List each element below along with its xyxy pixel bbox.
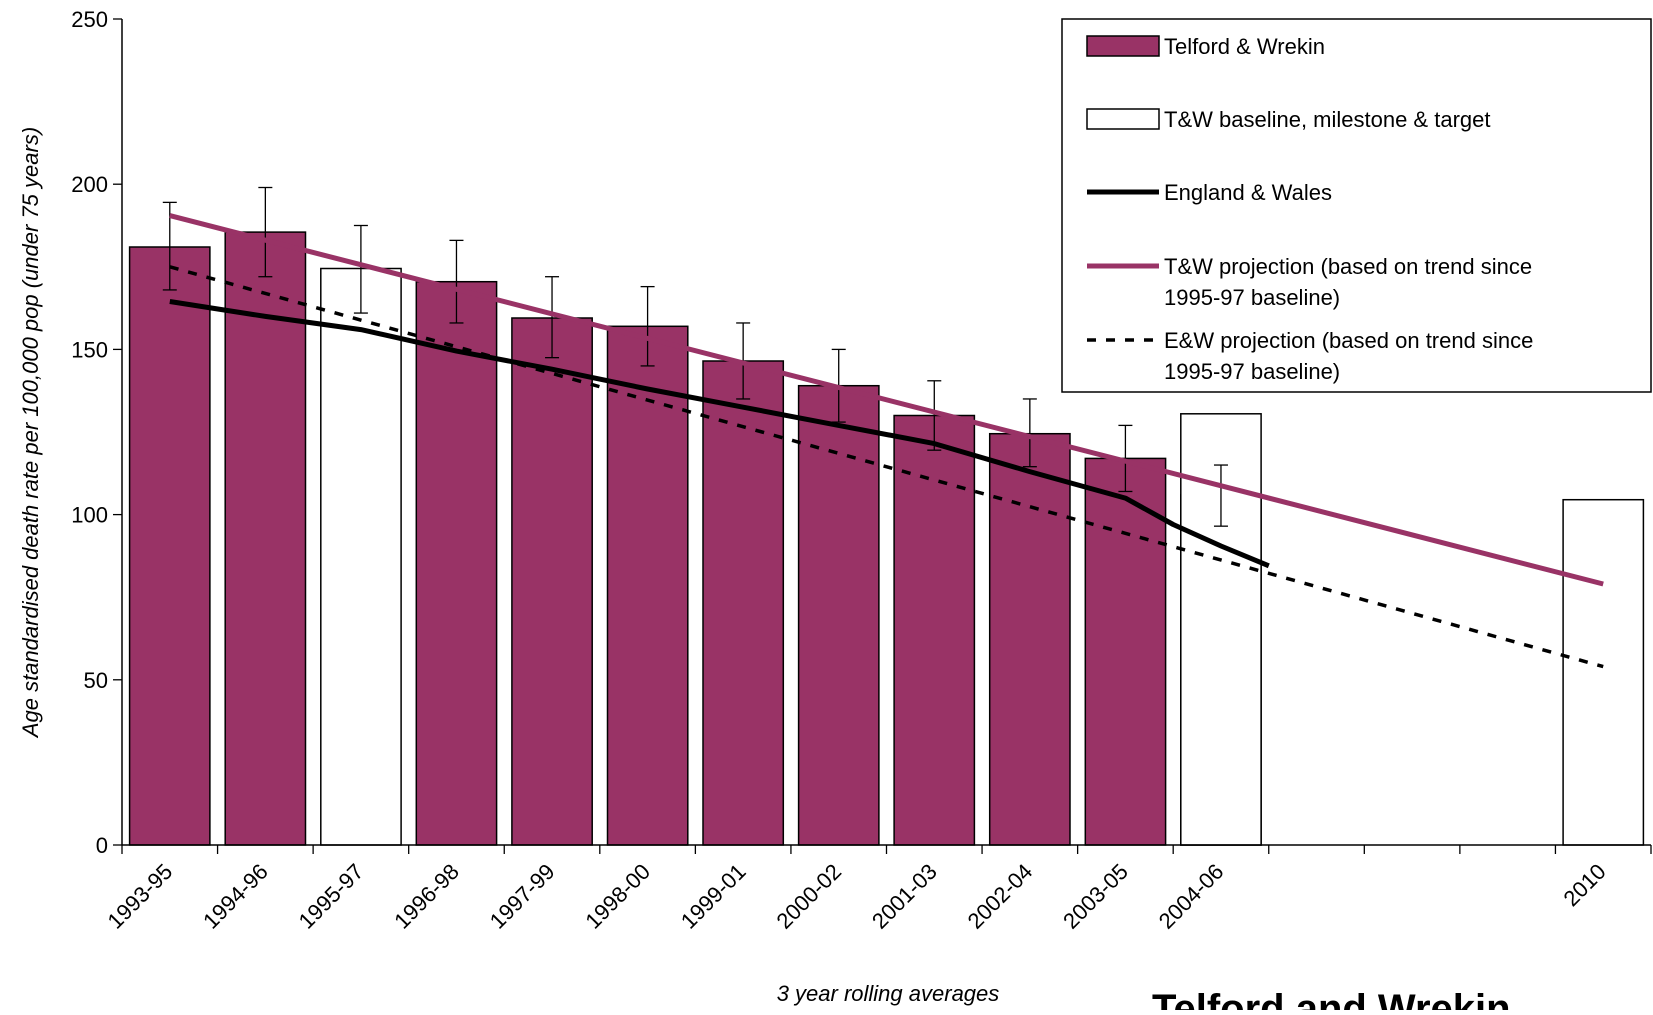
x-axis-title: 3 year rolling averages xyxy=(777,981,1000,1006)
x-tick-label: 2004-06 xyxy=(1154,859,1229,934)
bar-0-6 xyxy=(702,360,785,846)
legend-label: E&W projection (based on trend since 1995… xyxy=(1164,328,1533,384)
legend-label-line: T&W baseline, milestone & target xyxy=(1164,107,1490,132)
error-bar-0-5 xyxy=(640,285,655,367)
error-bar-0-9 xyxy=(1022,398,1037,468)
x-tick-label: 1994-96 xyxy=(198,859,273,934)
brand-logo-text: Telford and Wrekin xyxy=(1152,987,1511,1010)
legend-label: T&W projection (based on trend since 1995… xyxy=(1164,254,1532,310)
lines-layer xyxy=(169,213,1604,669)
legend-label-line: E&W projection (based on trend since xyxy=(1164,328,1533,353)
y-axis-title: Age standardised death rate per 100,000 … xyxy=(18,127,43,739)
series-line-4 xyxy=(169,265,1604,669)
y-tick-label: 0 xyxy=(96,833,108,858)
y-tick-label: 100 xyxy=(71,503,108,528)
x-tick-label: 2000-02 xyxy=(771,859,846,934)
legend-label-line: 1995-97 baseline) xyxy=(1164,285,1340,310)
legend-swatch xyxy=(1086,108,1160,130)
bar-0-10 xyxy=(1084,457,1167,846)
x-tick-label: 1997-99 xyxy=(485,859,560,934)
legend-label: Telford & Wrekin xyxy=(1164,34,1325,59)
bar-0-3 xyxy=(415,280,498,846)
legend-entry-3: T&W projection (based on trend since 1995… xyxy=(1087,254,1532,310)
bar-0-0 xyxy=(128,246,211,846)
legend-label-line: England & Wales xyxy=(1164,180,1332,205)
error-bar-0-10 xyxy=(1118,424,1133,493)
bars-layer xyxy=(128,231,1645,846)
x-tick-label: 2010 xyxy=(1558,859,1610,911)
bar-1-15 xyxy=(1562,498,1645,846)
error-bar-0-8 xyxy=(927,380,942,451)
bar-0-5 xyxy=(606,325,689,846)
bar-1-2 xyxy=(320,267,402,846)
error-bar-0-11 xyxy=(1213,464,1228,527)
x-tick-label: 1999-01 xyxy=(676,859,751,934)
x-tick-label: 2003-05 xyxy=(1058,859,1133,934)
y-tick-label: 200 xyxy=(71,172,108,197)
x-tick-label: 1993-95 xyxy=(103,859,178,934)
y-tick-label: 250 xyxy=(71,7,108,32)
bar-0-7 xyxy=(797,384,880,846)
legend-entry-1: T&W baseline, milestone & target xyxy=(1086,107,1490,132)
legend-entry-2: England & Wales xyxy=(1087,180,1332,205)
bar-0-9 xyxy=(988,432,1071,846)
y-tick-label: 150 xyxy=(71,337,108,362)
x-tick-label: 1995-97 xyxy=(294,859,369,934)
legend-label-line: Telford & Wrekin xyxy=(1164,34,1325,59)
series-line-2 xyxy=(169,299,1270,569)
legend-swatch xyxy=(1086,35,1160,57)
legend: Telford & Wrekin T&W baseline, milestone … xyxy=(1061,18,1652,393)
legend-box xyxy=(1061,18,1652,393)
x-tick-label: 2001-03 xyxy=(867,859,942,934)
x-tick-label: 1996-98 xyxy=(389,859,464,934)
legend-label-line: 1995-97 baseline) xyxy=(1164,359,1340,384)
error-bar-1-2 xyxy=(353,224,368,314)
legend-label: England & Wales xyxy=(1164,180,1332,205)
series-line-3 xyxy=(169,213,1604,587)
error-bar-0-3 xyxy=(449,239,464,324)
bar-0-4 xyxy=(511,317,593,846)
error-bar-0-4 xyxy=(545,276,560,359)
bar-0-1 xyxy=(224,231,307,846)
legend-label-line: T&W projection (based on trend since xyxy=(1164,254,1532,279)
x-tick-label: 1998-00 xyxy=(580,859,655,934)
bar-0-8 xyxy=(893,414,976,846)
x-tick-label: 2002-04 xyxy=(963,859,1038,934)
legend-label: T&W baseline, milestone & target xyxy=(1164,107,1490,132)
error-bar-0-1 xyxy=(258,186,273,278)
y-tick-label: 50 xyxy=(84,668,108,693)
legend-entry-0: Telford & Wrekin xyxy=(1086,34,1325,59)
legend-entry-4: E&W projection (based on trend since 1995… xyxy=(1087,328,1533,384)
